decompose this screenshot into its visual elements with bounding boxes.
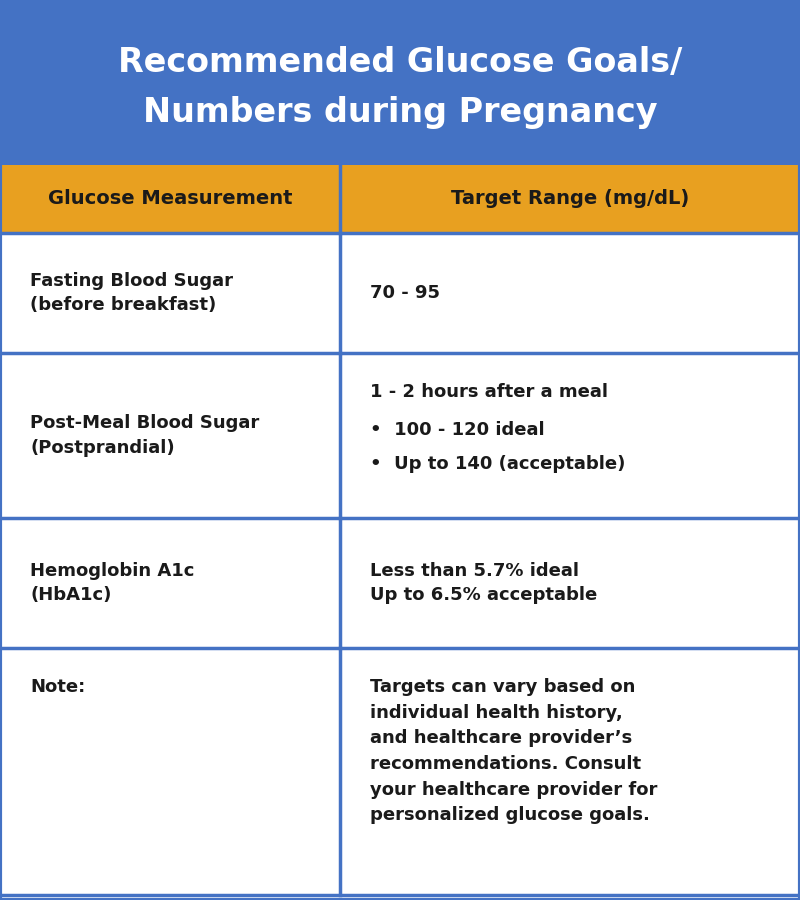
Bar <box>0 518 800 648</box>
Bar <box>0 648 800 895</box>
Text: 1 - 2 hours after a meal: 1 - 2 hours after a meal <box>370 383 608 401</box>
Text: Glucose Measurement: Glucose Measurement <box>48 190 292 209</box>
Text: •  Up to 140 (acceptable): • Up to 140 (acceptable) <box>370 455 626 473</box>
Text: Post-Meal Blood Sugar
(Postprandial): Post-Meal Blood Sugar (Postprandial) <box>30 414 259 457</box>
Text: Targets can vary based on
individual health history,
and healthcare provider’s
r: Targets can vary based on individual hea… <box>370 678 658 824</box>
Bar <box>0 165 800 233</box>
Text: •  100 - 120 ideal: • 100 - 120 ideal <box>370 421 545 439</box>
Text: Numbers during Pregnancy: Numbers during Pregnancy <box>142 95 658 129</box>
Text: Target Range (mg/dL): Target Range (mg/dL) <box>451 190 689 209</box>
Text: Note:: Note: <box>30 678 86 696</box>
Text: Recommended Glucose Goals/: Recommended Glucose Goals/ <box>118 46 682 79</box>
Text: Fasting Blood Sugar
(before breakfast): Fasting Blood Sugar (before breakfast) <box>30 272 233 314</box>
Bar <box>0 353 800 518</box>
Bar <box>0 0 800 165</box>
Bar <box>0 233 800 353</box>
Text: Less than 5.7% ideal
Up to 6.5% acceptable: Less than 5.7% ideal Up to 6.5% acceptab… <box>370 562 598 605</box>
Text: Hemoglobin A1c
(HbA1c): Hemoglobin A1c (HbA1c) <box>30 562 194 605</box>
Text: 70 - 95: 70 - 95 <box>370 284 440 302</box>
